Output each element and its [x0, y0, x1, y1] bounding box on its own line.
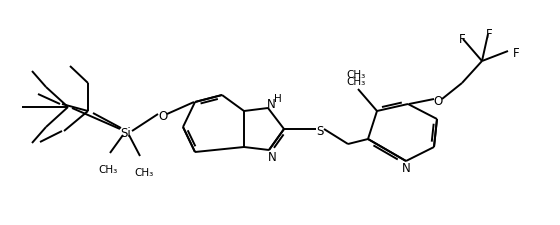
Text: F: F [486, 28, 492, 41]
Text: Si: Si [120, 126, 132, 139]
Text: CH₃: CH₃ [99, 164, 118, 174]
Text: CH₃: CH₃ [347, 70, 366, 80]
Text: CH₃: CH₃ [347, 77, 366, 87]
Text: O: O [158, 110, 167, 122]
Text: F: F [459, 33, 465, 46]
Text: O: O [433, 94, 442, 108]
Text: N: N [267, 98, 276, 110]
Text: N: N [402, 161, 410, 174]
Text: F: F [513, 47, 520, 60]
Text: CH₃: CH₃ [134, 167, 153, 177]
Text: H: H [274, 94, 282, 104]
Text: N: N [268, 150, 277, 163]
Text: S: S [316, 124, 324, 137]
